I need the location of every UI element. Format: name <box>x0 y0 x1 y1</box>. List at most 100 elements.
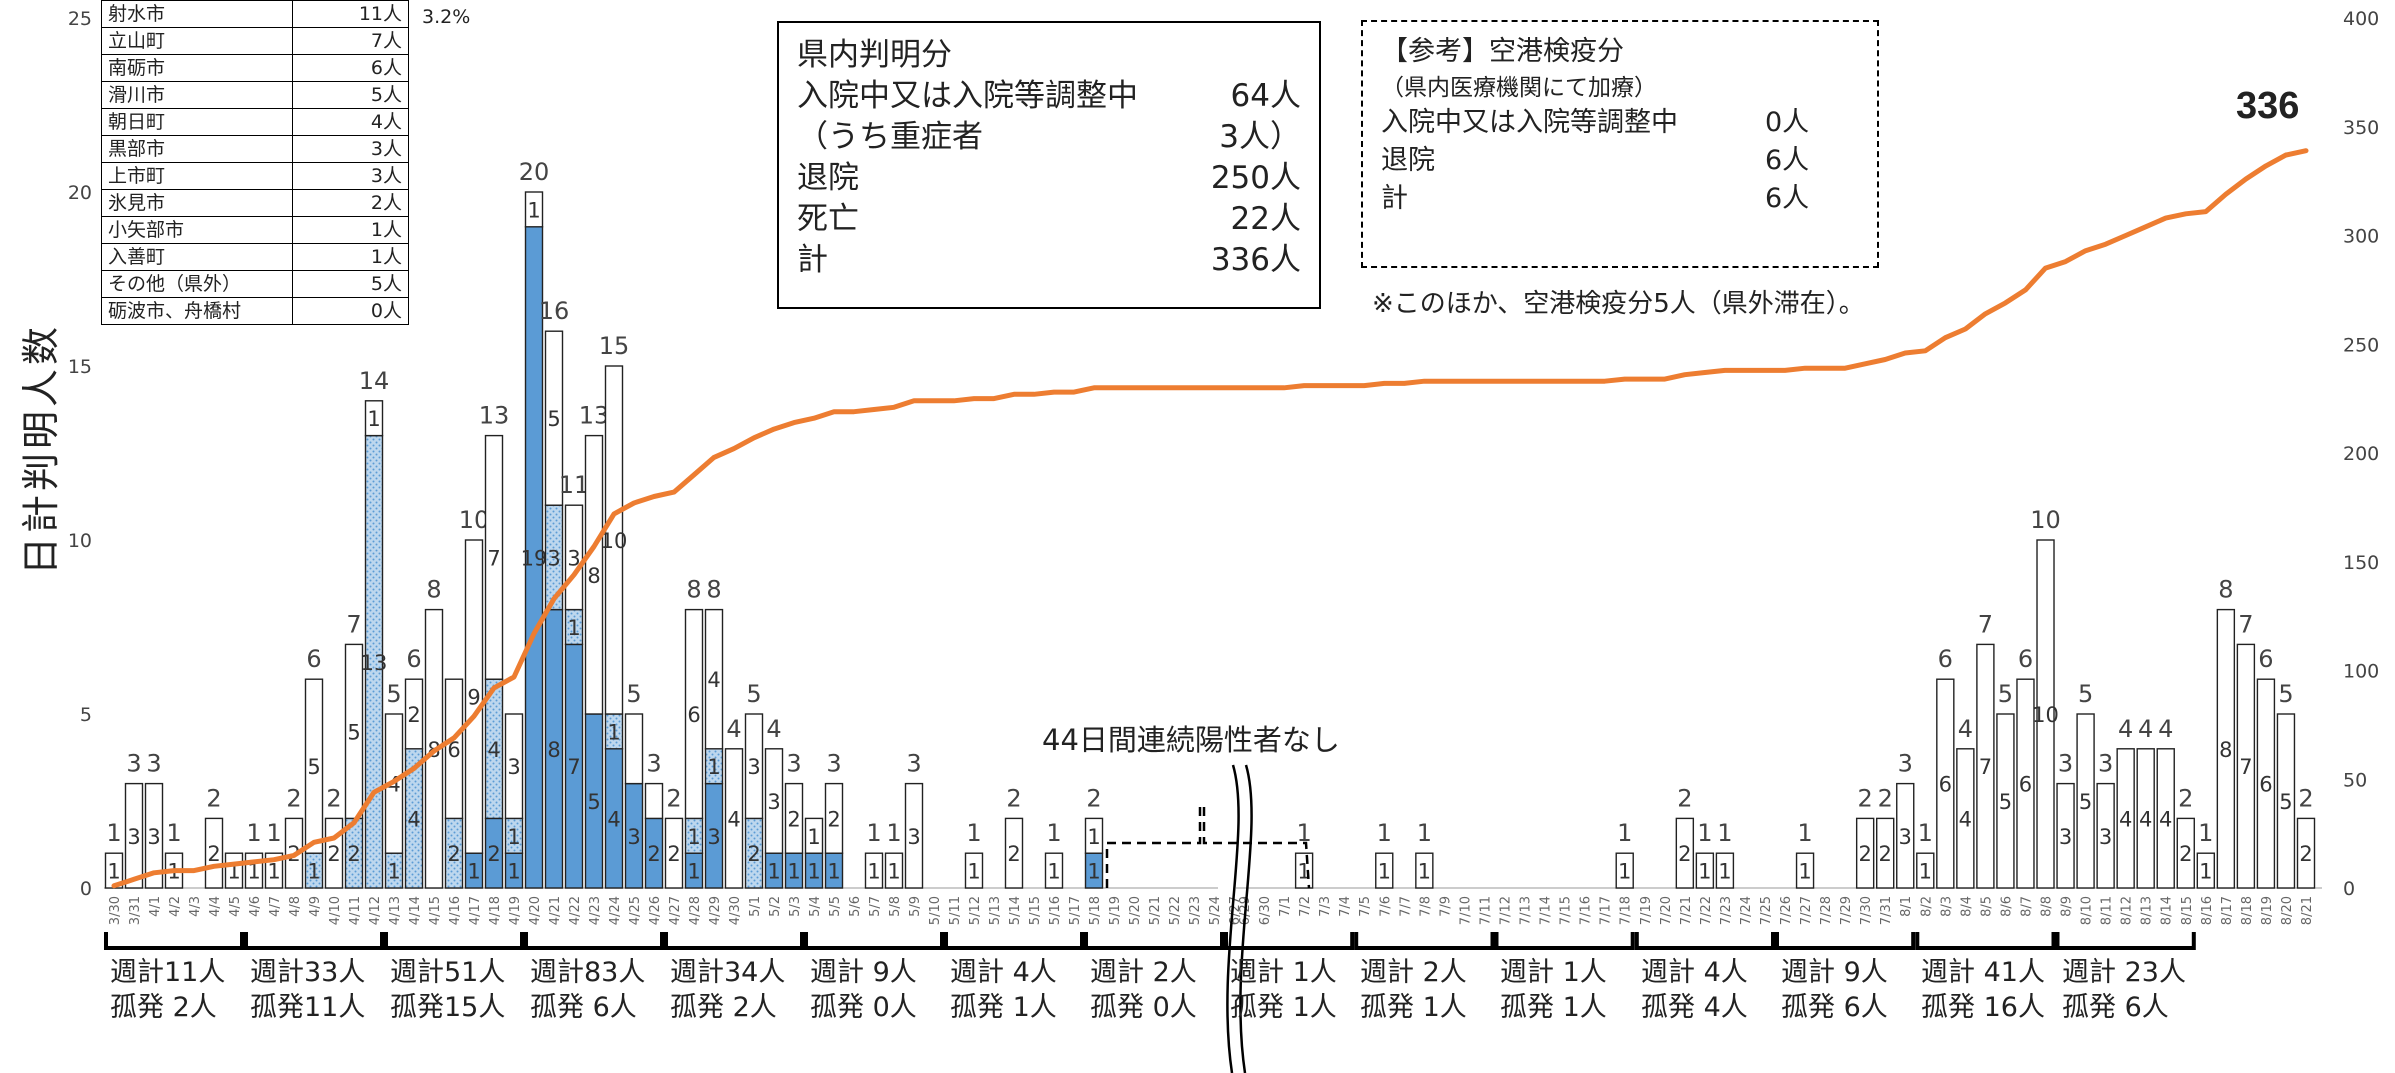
x-tick-label: 7/29 <box>1839 896 1854 925</box>
summary-label: （うち重症者 <box>797 119 983 155</box>
week-total: 週計34人 <box>670 957 786 988</box>
x-tick-label: 5/9 <box>908 896 923 917</box>
x-tick-label: 3/31 <box>128 896 143 925</box>
x-tick-label: 5/18 <box>1088 896 1103 925</box>
bar-segment <box>124 782 144 889</box>
x-tick-label: 8/5 <box>1979 896 1994 917</box>
bar-segment <box>664 817 684 889</box>
bar-segment <box>1615 852 1634 889</box>
segment-label: 4 <box>707 668 720 692</box>
x-tick-label: 5/3 <box>788 896 803 917</box>
x-tick-label: 5/8 <box>888 896 903 917</box>
segment-label: 1 <box>807 860 820 884</box>
week-total: 週計 41人 <box>1921 957 2045 988</box>
bar-segment <box>1936 678 1955 889</box>
bar-total-label: 2 <box>326 784 341 812</box>
segment-label: 3 <box>767 790 780 814</box>
bar-total-label: 13 <box>479 402 510 430</box>
segment-label: 2 <box>2179 842 2192 866</box>
x-tick-label: 4/18 <box>488 896 503 925</box>
x-tick-label: 8/21 <box>2300 896 2315 925</box>
x-tick-label: 4/11 <box>348 896 363 925</box>
segment-label: 2 <box>1007 842 1020 866</box>
bar-segment <box>2136 748 2155 889</box>
segment-label: 3 <box>567 546 580 570</box>
left-tick-label: 0 <box>80 878 92 900</box>
x-axis-labels: 3/30 3/31 4/1 4/2 4/3 4/4 4/5 4/6 4/7 4/8 4/9 4/10 4… <box>108 896 2315 925</box>
week-isolated: 孤発 1人 <box>950 992 1057 1023</box>
week-total: 週計33人 <box>250 957 366 988</box>
reference-value: 0人 <box>1765 107 1810 138</box>
segment-label: 3 <box>627 825 640 849</box>
x-tick-label: 8/15 <box>2180 896 2195 925</box>
city-name: 砺波市、舟橋村 <box>101 297 293 325</box>
left-tick-label: 10 <box>68 530 92 552</box>
segment-label: 3 <box>547 546 560 570</box>
segment-label: 1 <box>1418 860 1431 884</box>
week-bracket <box>804 932 944 950</box>
segment-label: 1 <box>1919 860 1932 884</box>
bar-total-label: 8 <box>706 576 721 604</box>
bar-total-label: 1 <box>1717 819 1732 847</box>
x-tick-label: 7/4 <box>1338 896 1353 917</box>
bar-segment <box>464 539 484 854</box>
city-count: 11人 <box>292 0 409 28</box>
bar-segment <box>2176 817 2195 889</box>
segment-label: 4 <box>2159 807 2172 831</box>
segment-label: 2 <box>407 703 420 727</box>
bar-segment <box>524 191 544 228</box>
city-name: 黒部市 <box>101 135 293 163</box>
bar-segment <box>1004 817 1024 889</box>
week-brackets <box>104 932 2196 950</box>
prefecture-summary-box: 県内判明分 入院中又は入院等調整中 64人 （うち重症者 3人） 退院 250人 死亡… <box>777 21 1321 309</box>
bar-segment <box>744 713 764 820</box>
right-tick-label: 50 <box>2343 769 2367 791</box>
x-tick-label: 7/24 <box>1739 896 1754 925</box>
bar-total-label: 1 <box>166 819 181 847</box>
dashed-outline <box>1105 804 1311 889</box>
segment-label: 1 <box>827 860 840 884</box>
bar-total-label: 16 <box>539 297 570 325</box>
x-tick-label: 4/20 <box>528 896 543 925</box>
x-tick-label: 5/24 <box>1208 896 1223 925</box>
right-tick-label: 100 <box>2343 661 2379 683</box>
city-name: 上市町 <box>101 162 293 190</box>
x-tick-label: 4/19 <box>508 896 523 925</box>
week-summary: 週計 1人 孤発 1人 <box>1230 955 1337 1025</box>
bar-segment <box>2116 748 2135 889</box>
segment-label: 2 <box>2299 842 2312 866</box>
bar-segment <box>304 678 324 854</box>
segment-label: 5 <box>307 755 320 779</box>
x-tick-label: 4/12 <box>368 896 383 925</box>
week-isolated: 孤発 4人 <box>1641 992 1748 1023</box>
segment-label: 1 <box>1087 825 1100 849</box>
x-tick-label: 4/23 <box>588 896 603 925</box>
bar-segment <box>2276 713 2296 889</box>
bar-total-label: 6 <box>406 645 421 673</box>
reference-label: 退院 <box>1381 145 1435 176</box>
bar-total-label: 1 <box>886 819 901 847</box>
segment-label: 3 <box>1899 825 1912 849</box>
x-tick-label: 7/23 <box>1719 896 1734 925</box>
segment-label: 8 <box>2219 738 2232 762</box>
week-isolated: 孤発15人 <box>390 992 506 1023</box>
week-summary: 週計 4人 孤発 4人 <box>1641 955 1748 1025</box>
week-summary: 週計33人 孤発11人 <box>250 955 365 1025</box>
x-tick-label: 7/1 <box>1278 896 1293 917</box>
city-name: 立山町 <box>101 27 293 55</box>
x-tick-label: 5/13 <box>988 896 1003 925</box>
x-tick-label: 4/13 <box>388 896 403 925</box>
x-tick-label: 7/9 <box>1438 896 1453 917</box>
segment-label: 3 <box>147 825 160 849</box>
axis-break-marks <box>1226 764 1253 1073</box>
city-count: 3人 <box>292 162 409 190</box>
x-tick-label: 7/27 <box>1799 896 1814 925</box>
bar-segment <box>1855 817 1875 889</box>
week-total: 週計 9人 <box>1781 957 1888 988</box>
week-total: 週計51人 <box>390 957 506 988</box>
city-name: 氷見市 <box>101 189 293 217</box>
bar-segment <box>724 748 744 889</box>
bar-total-label: 10 <box>2030 506 2061 534</box>
left-tick-label: 25 <box>68 8 92 30</box>
